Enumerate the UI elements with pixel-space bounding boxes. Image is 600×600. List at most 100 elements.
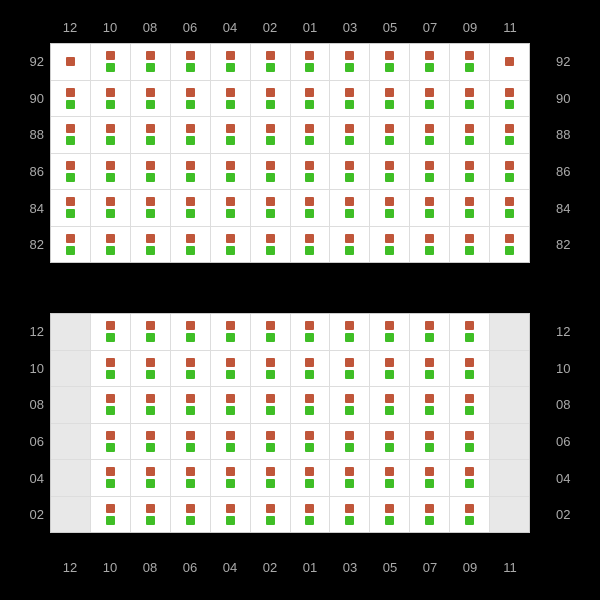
status-dot-top (266, 124, 275, 133)
grid-cell (90, 117, 130, 153)
status-dot-bottom (345, 100, 354, 109)
status-dot-bottom (465, 443, 474, 452)
status-dot-bottom (465, 406, 474, 415)
status-dot-top (106, 467, 115, 476)
status-dot-bottom (186, 209, 195, 218)
status-dot-top (385, 321, 394, 330)
grid-cell (90, 351, 130, 387)
status-dot-bottom (385, 370, 394, 379)
grid-cell (489, 424, 529, 460)
status-dot-bottom (266, 333, 275, 342)
grid-cell (210, 44, 250, 80)
grid-cell (489, 44, 529, 80)
status-dot-top (305, 358, 314, 367)
status-dot-bottom (425, 479, 434, 488)
grid-cell (290, 227, 330, 263)
grid-cell (449, 117, 489, 153)
status-dot-bottom (146, 333, 155, 342)
status-dot-top (425, 124, 434, 133)
grid-cell (290, 424, 330, 460)
status-dot-top (345, 467, 354, 476)
status-dot-top (385, 234, 394, 243)
status-dot-top (345, 504, 354, 513)
status-dot-bottom (425, 406, 434, 415)
status-dot-top (465, 161, 474, 170)
status-dot-top (146, 504, 155, 513)
grid-cell (290, 154, 330, 190)
col-labels-top: 121008060402010305070911 (50, 20, 530, 35)
status-dot-bottom (345, 63, 354, 72)
status-dot-bottom (385, 209, 394, 218)
status-dot-bottom (425, 246, 434, 255)
status-dot-top (465, 467, 474, 476)
grid-cell (369, 190, 409, 226)
grid-cell (449, 154, 489, 190)
grid-cell (449, 314, 489, 350)
status-dot-top (425, 161, 434, 170)
status-dot-bottom (106, 516, 115, 525)
grid-cell (250, 460, 290, 496)
status-dot-top (266, 161, 275, 170)
col-label: 04 (210, 560, 250, 575)
grid-row (51, 116, 529, 153)
status-dot-bottom (505, 136, 514, 145)
row-label: 12 (14, 313, 44, 350)
row-labels-bottom-right: 121008060402 (556, 313, 586, 533)
status-dot-bottom (66, 100, 75, 109)
grid-cell (130, 314, 170, 350)
grid-cell (90, 460, 130, 496)
status-dot-top (226, 431, 235, 440)
status-dot-top (425, 358, 434, 367)
status-dot-top (146, 197, 155, 206)
col-label: 07 (410, 20, 450, 35)
grid-row (51, 496, 529, 533)
status-dot-bottom (385, 246, 394, 255)
status-dot-bottom (226, 443, 235, 452)
status-dot-top (186, 394, 195, 403)
row-labels-bottom-left: 121008060402 (14, 313, 44, 533)
status-dot-top (425, 321, 434, 330)
grid-cell (130, 387, 170, 423)
status-dot-bottom (465, 246, 474, 255)
status-dot-bottom (226, 63, 235, 72)
row-labels-top-right: 929088868482 (556, 43, 586, 263)
status-dot-bottom (106, 136, 115, 145)
grid-cell (449, 424, 489, 460)
grid-row (51, 350, 529, 387)
status-dot-top (385, 431, 394, 440)
col-label: 02 (250, 20, 290, 35)
grid-cell (51, 351, 90, 387)
status-dot-top (345, 161, 354, 170)
status-dot-bottom (425, 136, 434, 145)
grid-cell (290, 387, 330, 423)
status-dot-bottom (465, 173, 474, 182)
status-dot-bottom (425, 100, 434, 109)
status-dot-bottom (385, 100, 394, 109)
grid-cell (409, 81, 449, 117)
col-label: 05 (370, 20, 410, 35)
status-dot-top (425, 394, 434, 403)
status-dot-top (305, 467, 314, 476)
grid-cell (369, 460, 409, 496)
grid-cell (51, 424, 90, 460)
status-dot-top (226, 88, 235, 97)
status-dot-bottom (425, 370, 434, 379)
status-dot-bottom (266, 516, 275, 525)
grid-cell (369, 227, 409, 263)
grid-cell (250, 117, 290, 153)
status-dot-bottom (106, 173, 115, 182)
grid-cell (489, 387, 529, 423)
status-dot-top (186, 467, 195, 476)
status-dot-bottom (266, 443, 275, 452)
status-dot-bottom (146, 370, 155, 379)
status-dot-bottom (146, 209, 155, 218)
status-dot-bottom (146, 246, 155, 255)
grid-cell (329, 424, 369, 460)
grid-cell (130, 227, 170, 263)
col-label: 02 (250, 560, 290, 575)
status-dot-top (146, 321, 155, 330)
grid-cell (51, 44, 90, 80)
status-dot-bottom (425, 333, 434, 342)
status-dot-top (345, 358, 354, 367)
grid-cell (489, 314, 529, 350)
